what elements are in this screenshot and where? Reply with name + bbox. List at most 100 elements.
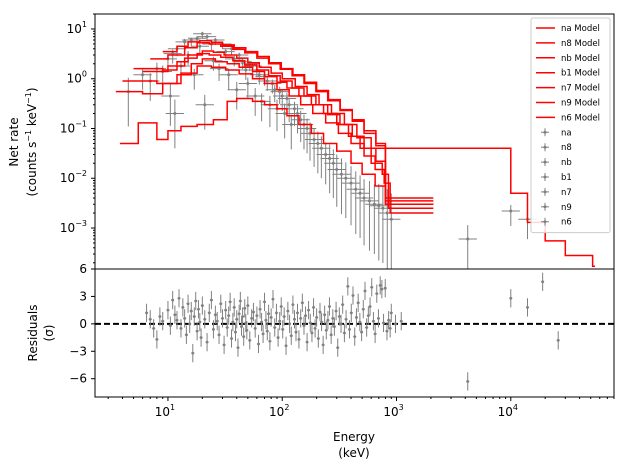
residual-point <box>394 322 397 326</box>
residual-point <box>237 312 241 316</box>
residual-point <box>316 337 320 340</box>
data-point <box>335 167 339 171</box>
data-point <box>377 204 381 208</box>
residual-point <box>332 325 336 328</box>
residual-point <box>344 317 348 321</box>
residual-point <box>349 311 353 315</box>
residual-point <box>351 294 355 297</box>
rate-panel-content <box>115 31 596 269</box>
residual-point <box>318 310 322 314</box>
data-point <box>285 97 289 101</box>
residual-point <box>353 335 357 339</box>
data-point <box>183 40 187 44</box>
residual-point <box>271 297 275 301</box>
x-tick-label: 103 <box>383 403 403 419</box>
residual-point <box>324 328 328 332</box>
x-tick-label: 101 <box>155 403 175 419</box>
residual-point <box>213 313 217 317</box>
residual-panel-border <box>94 268 615 398</box>
residual-point <box>366 314 370 318</box>
residual-point <box>186 302 190 306</box>
residual-point <box>264 318 268 322</box>
residual-point <box>257 342 260 346</box>
legend-model-label: n7 Model <box>561 84 600 94</box>
data-point <box>235 88 239 92</box>
residual-point <box>269 316 273 319</box>
residual-point <box>389 311 393 315</box>
data-point <box>168 94 172 98</box>
residual-point <box>339 322 343 326</box>
residual-point <box>331 316 335 320</box>
residual-point <box>268 339 272 343</box>
residual-point <box>377 316 380 320</box>
model-curve <box>119 97 434 206</box>
residual-point <box>343 331 346 335</box>
data-point <box>354 187 358 191</box>
rate-ylabel-prefix: (counts s <box>25 142 39 197</box>
residual-point <box>387 318 391 322</box>
residual-point <box>255 314 259 318</box>
residual-point <box>250 316 254 320</box>
residual-point <box>315 316 319 319</box>
residual-point <box>265 329 269 333</box>
residual-point <box>152 327 156 330</box>
data-point <box>280 94 284 98</box>
data-point <box>385 211 389 215</box>
data-point <box>344 176 348 180</box>
residual-point <box>267 312 271 316</box>
residual-point <box>212 327 215 331</box>
rate-y-tick-exp: 1 <box>82 20 87 29</box>
residual-point <box>313 327 317 330</box>
residual-panel: 6 3 0 −3 −6 Residuals (σ) <box>26 262 615 398</box>
residual-point <box>243 306 247 310</box>
data-point <box>362 196 366 200</box>
residual-point <box>230 337 233 340</box>
data-point <box>324 153 328 157</box>
data-point <box>141 73 145 77</box>
data-point <box>213 38 217 42</box>
residual-point <box>273 326 277 329</box>
residual-point <box>219 302 223 306</box>
residual-point <box>175 318 179 322</box>
residual-point <box>171 298 175 302</box>
residual-point <box>189 309 193 313</box>
rate-y-tick-base: 10 <box>60 121 75 135</box>
residual-point <box>300 301 304 305</box>
residual-point <box>372 319 375 323</box>
residual-y-tick-label: 6 <box>79 262 87 276</box>
rate-y-tick-base: 10 <box>67 22 82 36</box>
data-point <box>189 38 193 42</box>
rate-y-tick-label: 10−2 <box>60 169 87 185</box>
legend-data-label: nb <box>561 158 572 168</box>
residual-point <box>217 333 221 337</box>
residual-point <box>388 327 392 330</box>
residual-point <box>466 380 470 383</box>
residual-point <box>365 326 369 329</box>
data-point <box>253 94 257 98</box>
residual-point <box>399 319 403 323</box>
data-point <box>339 172 343 176</box>
rate-y-tick-exp: −1 <box>75 119 87 128</box>
residual-point <box>177 296 181 300</box>
data-point <box>312 138 316 142</box>
residual-point <box>184 333 188 337</box>
residual-point <box>228 300 232 304</box>
residual-y-ticks: 6 3 0 −3 −6 <box>69 262 95 386</box>
rate-ylabel-line2: (counts s−1 keV−1) <box>24 87 39 196</box>
data-point <box>381 206 385 210</box>
residual-point <box>348 327 351 331</box>
residual-point <box>155 338 159 341</box>
data-point <box>257 73 261 77</box>
residual-point <box>225 326 229 329</box>
model-curve <box>162 39 434 206</box>
residual-point <box>238 299 242 303</box>
data-point <box>198 44 202 48</box>
x-tick-exp: 2 <box>284 403 289 412</box>
residual-point <box>145 311 148 315</box>
residual-point <box>263 300 266 304</box>
residual-point <box>195 329 199 333</box>
data-point <box>273 88 277 92</box>
rate-y-tick-base: 10 <box>67 72 82 86</box>
residual-point <box>355 316 358 319</box>
